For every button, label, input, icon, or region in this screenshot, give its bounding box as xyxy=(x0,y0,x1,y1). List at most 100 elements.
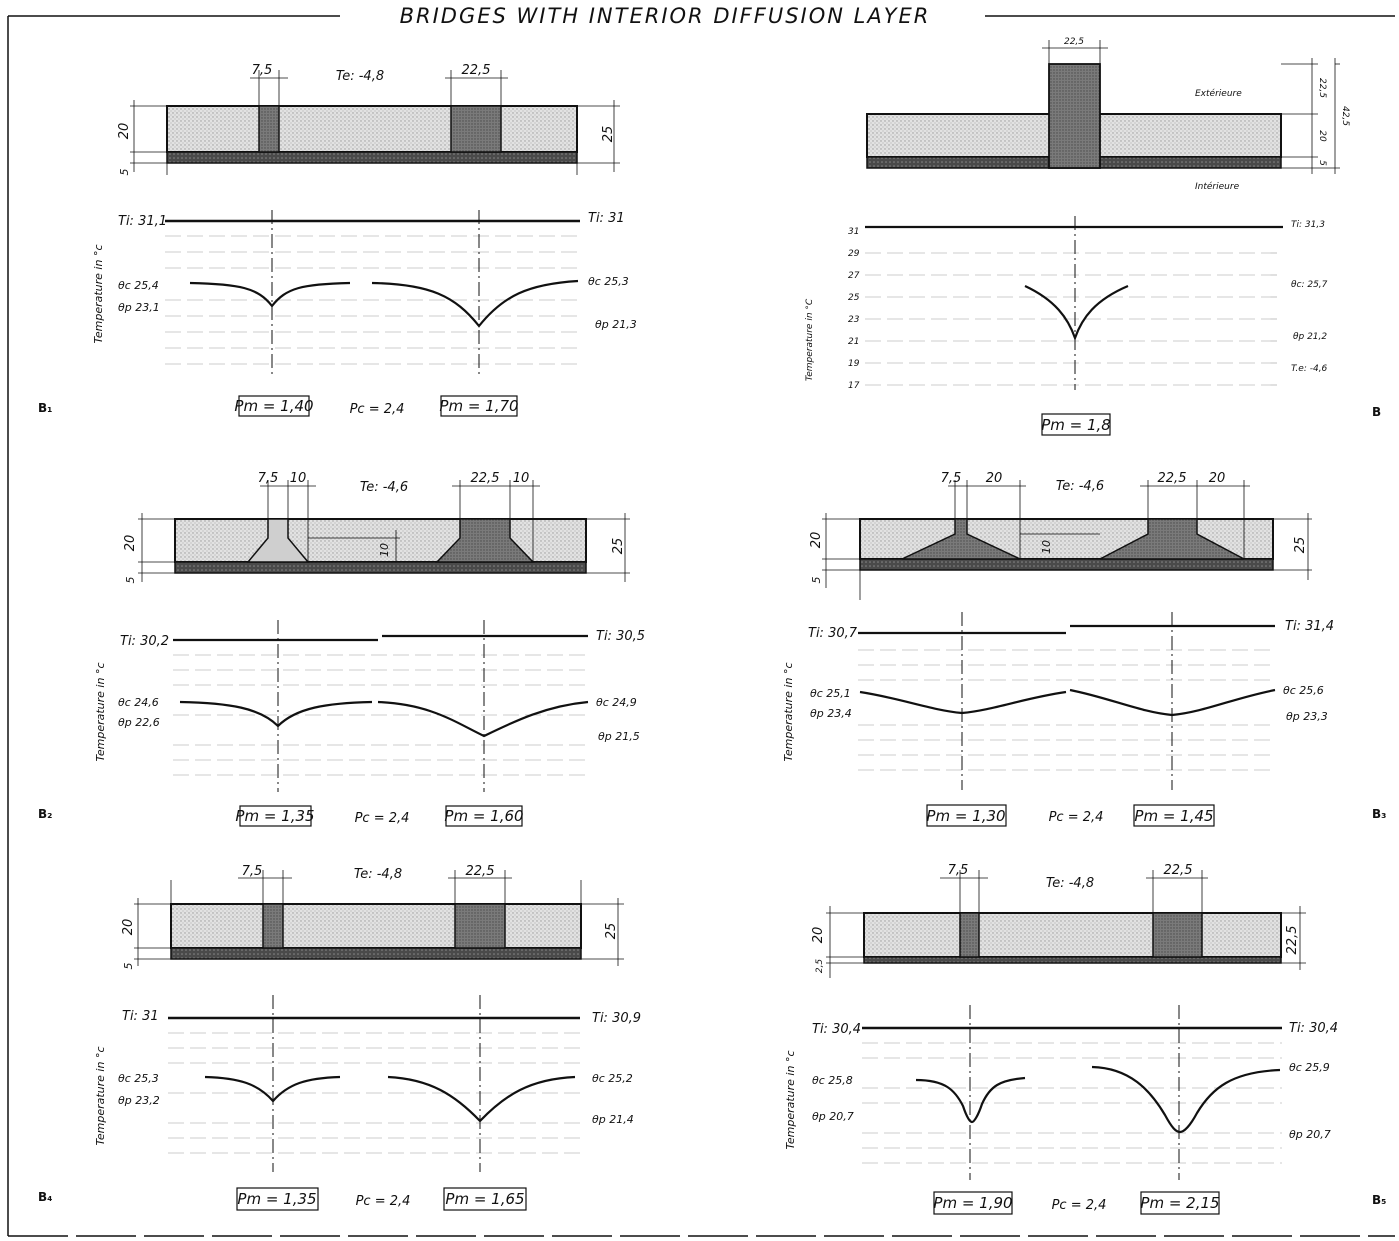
b2-dim-a2: 10 xyxy=(290,471,307,486)
b4-curve-left xyxy=(204,1075,341,1103)
b2-dim-h2: 5 xyxy=(124,577,137,584)
b1-graph xyxy=(165,210,580,378)
b4-pc: Pc = 2,4 xyxy=(356,1194,411,1209)
b2-curve-left xyxy=(179,700,373,728)
b2-dim-inner: 10 xyxy=(378,543,391,557)
panel-b1: 7,5 22,5 Te: -4,8 20 5 25 Ti: 31,1 Ti: 3… xyxy=(38,63,637,417)
b4-cross-section xyxy=(170,903,582,960)
panel-b3: 7,5 20 22,5 20 Te: -4,6 10 20 5 25 Ti: 3… xyxy=(782,471,1386,827)
b5-id: B₅ xyxy=(1372,1193,1386,1207)
b5-ti-left: Ti: 30,4 xyxy=(812,1022,861,1037)
b1-ti-left: Ti: 31,1 xyxy=(118,214,167,229)
b5-pm-right: Pm = 2,15 xyxy=(1140,1194,1219,1212)
b-te: T.e: -4,6 xyxy=(1291,364,1328,374)
b-dim-r2: 20 xyxy=(1317,130,1327,142)
b5-oc-right: θc 25,9 xyxy=(1289,1061,1330,1074)
b2-dimensions xyxy=(138,480,630,582)
b3-dim-a2: 20 xyxy=(986,471,1003,486)
b-curve xyxy=(1024,284,1129,342)
b3-curve-right xyxy=(1069,688,1276,717)
b4-dim-a: 7,5 xyxy=(242,864,263,879)
b3-op-right: θp 23,3 xyxy=(1286,710,1328,723)
b5-dim-b: 22,5 xyxy=(1164,863,1193,878)
b5-dim-h2: 2,5 xyxy=(815,959,825,974)
page-title: BRIDGES WITH INTERIOR DIFFUSION LAYER xyxy=(400,4,931,28)
b4-op-left: θp 23,2 xyxy=(118,1094,160,1107)
b1-ylabel: Temperature in °c xyxy=(92,245,105,344)
b4-dimensions xyxy=(134,870,624,966)
b-cross-section xyxy=(866,63,1282,169)
b-tick: 25 xyxy=(848,293,860,303)
b-pm: Pm = 1,8 xyxy=(1041,416,1111,434)
b5-oc-left: θc 25,8 xyxy=(812,1074,853,1087)
b1-dim-h2: 5 xyxy=(118,169,131,176)
b4-oc-left: θc 25,3 xyxy=(118,1072,159,1085)
b3-curve-left xyxy=(859,690,1067,715)
b2-dim-a: 7,5 xyxy=(258,471,279,486)
b3-oc-left: θc 25,1 xyxy=(810,687,851,700)
b1-dim-h1: 20 xyxy=(117,123,132,140)
b-graph xyxy=(865,216,1283,390)
b5-graph xyxy=(862,1005,1282,1180)
b4-ti-right: Ti: 30,9 xyxy=(592,1011,641,1026)
b5-te: Te: -4,8 xyxy=(1046,876,1094,891)
b5-dim-h1: 20 xyxy=(811,927,826,944)
b3-te: Te: -4,6 xyxy=(1056,479,1104,494)
b2-te: Te: -4,6 xyxy=(360,480,408,495)
b4-curve-right xyxy=(387,1075,576,1123)
panel-b: 22,5 Extérieure Intérieure 22,5 20 5 42,… xyxy=(805,37,1381,436)
b-tick: 21 xyxy=(848,337,859,347)
b3-ti-right: Ti: 31,4 xyxy=(1285,619,1334,634)
b3-dim-h1: 20 xyxy=(809,532,824,549)
b3-cross-section xyxy=(859,518,1274,571)
b3-dim-h2: 5 xyxy=(810,577,823,584)
b2-curve-right xyxy=(377,700,589,738)
b3-id: B₃ xyxy=(1372,807,1386,821)
b2-dim-b2: 10 xyxy=(513,471,530,486)
b2-oc-right: θc 24,9 xyxy=(596,696,637,709)
b2-id: B₂ xyxy=(38,807,52,821)
b1-curve-left xyxy=(189,281,351,308)
b3-ti-left: Ti: 30,7 xyxy=(808,626,858,641)
panel-b4: 7,5 22,5 Te: -4,8 20 5 25 Ti: 31 Ti: 30,… xyxy=(38,864,641,1211)
b3-oc-right: θc 25,6 xyxy=(1283,684,1324,697)
b4-pm-right: Pm = 1,65 xyxy=(445,1190,524,1208)
b-oc: θc: 25,7 xyxy=(1291,280,1328,290)
b5-op-left: θp 20,7 xyxy=(812,1110,854,1123)
b1-ti-right: Ti: 31 xyxy=(588,211,625,226)
b2-op-right: θp 21,5 xyxy=(598,730,640,743)
b-id: B xyxy=(1372,405,1381,419)
b2-pm-right: Pm = 1,60 xyxy=(444,807,523,825)
b4-dim-h1: 20 xyxy=(121,919,136,936)
b-tick: 31 xyxy=(848,227,859,237)
b-dim-top: 22,5 xyxy=(1064,37,1084,47)
b4-dim-total: 25 xyxy=(604,923,619,940)
b4-dim-h2: 5 xyxy=(122,963,135,970)
b3-dim-b2: 20 xyxy=(1209,471,1226,486)
b1-dim-total: 25 xyxy=(601,126,616,143)
b1-pm-left: Pm = 1,40 xyxy=(234,397,313,415)
b4-op-right: θp 21,4 xyxy=(592,1113,634,1126)
b-dim-r3: 5 xyxy=(1317,160,1327,166)
b-tick: 27 xyxy=(848,271,860,281)
b-tick: 19 xyxy=(848,359,860,369)
b4-ylabel: Temperature in °c xyxy=(94,1047,107,1146)
b5-curve-right xyxy=(1091,1065,1281,1134)
b4-pm-left: Pm = 1,35 xyxy=(237,1190,316,1208)
b2-ti-right: Ti: 30,5 xyxy=(596,629,645,644)
b2-ti-left: Ti: 30,2 xyxy=(120,634,169,649)
b2-pc: Pc = 2,4 xyxy=(355,811,410,826)
b-ylabel: Temperature in °C xyxy=(805,298,815,381)
b2-graph xyxy=(173,620,589,792)
b1-dim-a: 7,5 xyxy=(252,63,273,78)
b2-dim-b: 22,5 xyxy=(471,471,500,486)
b-exterior: Extérieure xyxy=(1195,88,1242,99)
b-op: θp 21,2 xyxy=(1293,332,1327,342)
b-interior: Intérieure xyxy=(1195,181,1240,192)
b-tick: 17 xyxy=(848,381,860,391)
b5-dimensions xyxy=(826,870,1306,978)
b5-dim-a: 7,5 xyxy=(948,863,969,878)
b3-dim-inner: 10 xyxy=(1040,540,1053,554)
b1-op-right: θp 21,3 xyxy=(595,318,637,331)
b1-oc-left: θc 25,4 xyxy=(118,279,159,292)
